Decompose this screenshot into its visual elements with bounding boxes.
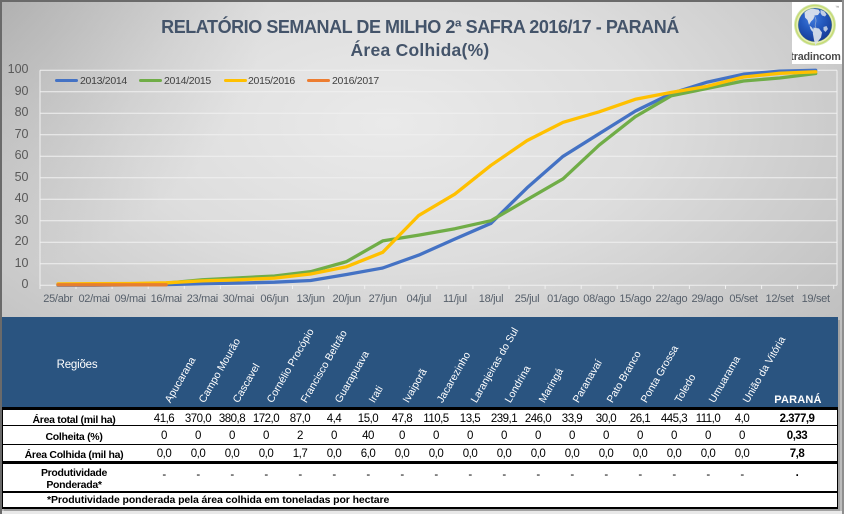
- svg-text:tradincom: tradincom: [792, 51, 841, 63]
- svg-text:™: ™: [835, 5, 840, 10]
